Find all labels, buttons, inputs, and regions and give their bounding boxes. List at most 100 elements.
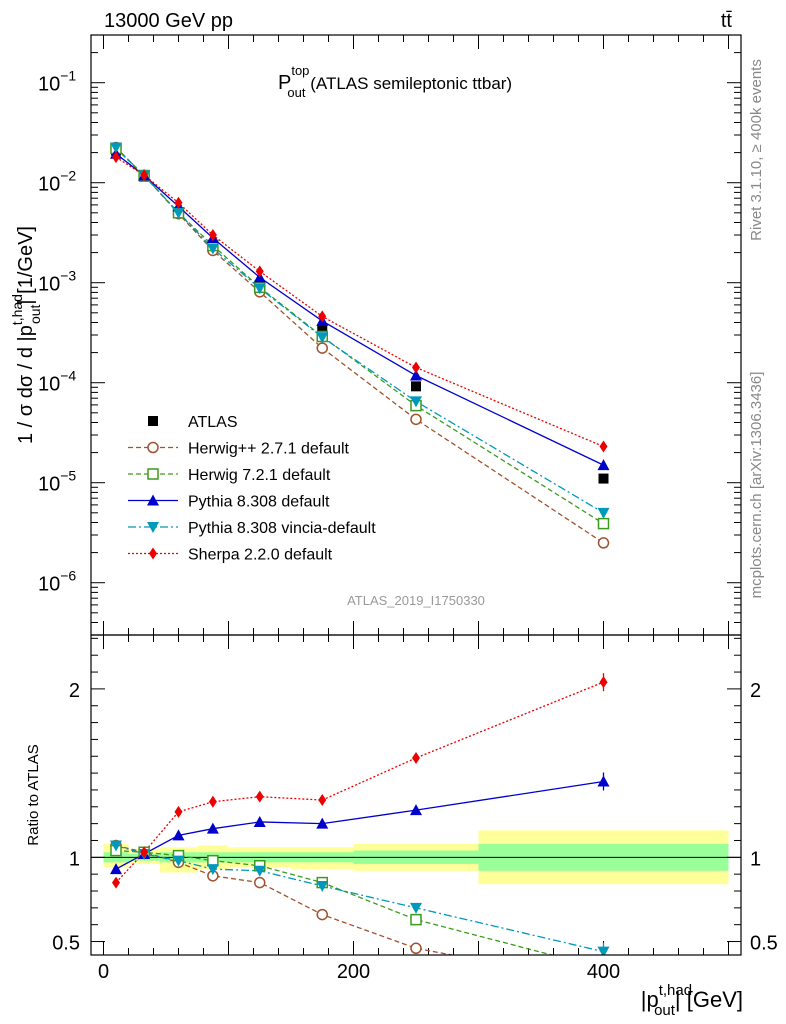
sherpa-2-2-0-default-point [318,310,327,323]
pythia-8-308-default-ratio-point [410,804,422,816]
pythia-8-308-default-ratio-point [316,817,329,829]
legend-entry-atlas: ATLAS [148,414,238,431]
pythia-8-308-vincia-default-ratio-point [597,946,610,955]
xlabel-post: | [GeV] [675,987,743,1012]
y-tick-label: 10−6 [38,568,76,596]
x-tick-label: 0 [98,961,109,983]
process-label: tt̄ [721,10,733,32]
x-tick-label: 200 [337,961,370,983]
legend-marker [147,441,159,454]
pythia-8-308-vincia-default-point [110,142,122,154]
pythia-8-308-vincia-default-ratio-point [253,865,266,877]
legend-entry-pythia-8-308-vincia-default: Pythia 8.308 vincia-default [128,520,376,537]
sherpa-2-2-0-default-ratio-point [412,751,420,764]
sherpa-2-2-0-default-point [112,151,120,164]
pythia-8-308-default-ratio-point [172,829,185,841]
sherpa-2-2-0-default-point [174,196,183,209]
ratio-y-tick-label-left: 0.5 [52,933,80,955]
main-panel: 10−6 10−5 10−4 10−3 10−2 10−1 Ptop out (ATLAS … [9,34,742,636]
ratio-y-tick-label-right: 2 [750,680,761,702]
legend-label: Pythia 8.308 default [188,494,330,511]
sherpa-2-2-0-default-ratio-point [255,790,264,803]
pythia-8-308-vincia-default-point [597,507,610,519]
sherpa-2-2-0-default-point [140,169,149,182]
ratio-panel: 0.5 0.5 1 1 2 2 0 200 400 Ratio to ATLAS |pt,had… [25,634,778,1019]
title-rest: (ATLAS semileptonic ttbar) [306,74,513,93]
ylabel-pre: 1 / σ dσ / d |p [15,325,37,444]
pythia-8-308-default-ratio-point [110,863,122,875]
sherpa-2-2-0-default-ratio-point [174,805,183,818]
sherpa-2-2-0-default-point [208,229,217,241]
title-main: P [278,72,291,94]
ratio-y-tick-label-left: 2 [69,680,80,702]
pythia-8-308-default-ratio-point [597,775,610,787]
legend-entry-herwig-7-2-1-default: Herwig 7.2.1 default [128,467,331,484]
pythia-8-308-vincia-default-ratio-point [316,880,329,892]
x-tick-label: 400 [587,961,620,983]
y-tick-label: 10−5 [38,468,76,496]
legend-marker [148,416,158,426]
pythia-8-308-default-point [597,459,610,471]
main-ylabel: 1 / σ dσ / d |pt,had out| [1/GeV] [9,226,43,444]
y-tick-label: 10−2 [38,168,76,196]
title-sub: out [287,85,305,100]
herwig-2-7-1-default-point [597,537,610,549]
main-axes: 10−6 10−5 10−4 10−3 10−2 10−1 [38,35,741,636]
pythia-8-308-vincia-default-ratio-point [410,902,422,914]
pythia-8-308-default-ratio-point [253,815,266,827]
sherpa-2-2-0-default-line [115,156,604,448]
sherpa-2-2-0-default-ratio-point [140,846,149,859]
legend-label: Herwig 7.2.1 default [188,467,331,484]
legend-marker [149,547,157,560]
pythia-8-308-vincia-default-ratio-point [206,864,219,876]
xlabel-sup: t,had [659,982,692,999]
title-sup: top [291,63,309,78]
xlabel: |pt,had out| [GeV] [641,982,743,1019]
ylabel-sup: t,had [9,294,25,325]
atlas-point [598,473,609,484]
atlas-point [411,381,421,392]
ratio-ylabel: Ratio to ATLAS [25,744,42,845]
ratio-y-tick-label-right: 0.5 [750,933,778,955]
herwig-2-7-1-default-ratio-point [316,908,328,921]
main-frame [90,34,742,636]
legend-marker [147,494,159,506]
herwig-2-7-1-default-point [410,413,422,426]
y-tick-label: 10−3 [38,268,76,296]
xlabel-pre: |p [641,987,659,1012]
legend-entry-sherpa-2-2-0-default: Sherpa 2.2.0 default [128,547,333,564]
ratio-series-layer [110,673,610,955]
analysis-id: ATLAS_2019_I1750330 [347,593,485,608]
legend-marker [147,522,159,533]
herwig-2-7-1-default-ratio-point [254,876,266,889]
legend-entry-herwig-2-7-1-default: Herwig++ 2.7.1 default [128,441,350,458]
herwig-7-2-1-default-point [597,517,610,530]
legend-marker [147,468,159,480]
ylabel-post: | [1/GeV] [15,226,37,305]
herwig-2-7-1-default-point [316,342,328,354]
legend-label: ATLAS [188,414,238,431]
pythia-8-308-vincia-default-point [172,207,185,219]
ratio-frame [90,634,742,956]
atlas-point [317,324,328,335]
legend-label: Pythia 8.308 vincia-default [188,520,376,537]
y-tick-label: 10−1 [38,68,76,96]
legend-label: Sherpa 2.2.0 default [188,547,333,564]
legend-entry-pythia-8-308-default: Pythia 8.308 default [128,494,330,511]
pythia-8-308-default-point [410,369,422,381]
y-tick-label: 10−4 [38,368,76,396]
pythia-8-308-vincia-default-ratio-point [110,840,122,852]
sherpa-2-2-0-default-point [255,265,264,278]
pythia-8-308-vincia-default-point [253,283,266,295]
pythia-8-308-vincia-default-ratio-point [172,855,185,867]
herwig-7-2-1-default-line [115,148,604,525]
rivet-label: Rivet 3.1.10, ≥ 400k events [748,59,765,241]
sherpa-2-2-0-default-ratio-point [208,795,217,808]
ratio-axes: 0.5 0.5 1 1 2 2 0 200 400 [52,635,778,983]
main-series-layer [110,141,610,549]
legend-label: Herwig++ 2.7.1 default [188,441,350,458]
sherpa-2-2-0-default-ratio-point [599,676,608,689]
sherpa-2-2-0-default-point [412,361,420,374]
pythia-8-308-default-ratio-point [206,822,219,834]
